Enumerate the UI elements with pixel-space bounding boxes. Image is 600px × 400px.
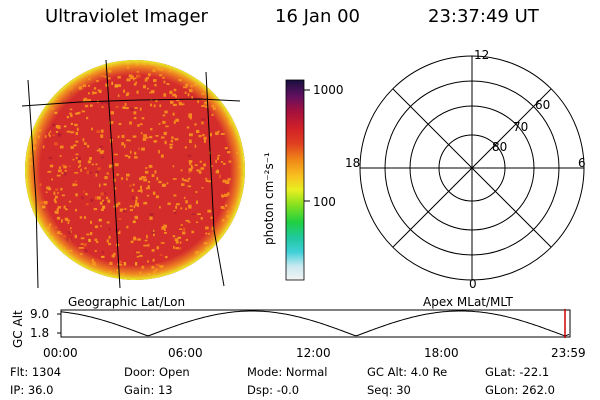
altitude-xtick: 00:00 [43, 346, 78, 360]
lat-label-70: 70 [513, 120, 529, 134]
gcalt-status: GC Alt: 4.0 Re [367, 365, 448, 379]
colorbar-tick-1000: 1000 [313, 83, 344, 97]
geographic-label: Geographic Lat/Lon [68, 295, 186, 309]
colorbar [285, 79, 310, 281]
seq-status: Seq: 30 [367, 383, 411, 397]
time-label: 23:37:49 UT [428, 6, 539, 27]
altitude-ylabel: GC Alt [11, 310, 25, 348]
altitude-xtick: 18:00 [424, 346, 459, 360]
flt-status: Flt: 1304 [10, 365, 62, 379]
altitude-xtick: 23:59 [551, 346, 586, 360]
uv-globe-image [25, 60, 245, 280]
dsp-status: Dsp: -0.0 [247, 383, 300, 397]
mlt-label-18: 18 [345, 156, 361, 170]
altitude-xtick: 06:00 [168, 346, 203, 360]
colorbar-tick-100: 100 [313, 195, 336, 209]
lat-label-80: 80 [492, 140, 508, 154]
app-title: Ultraviolet Imager [45, 6, 208, 27]
ip-status: IP: 36.0 [10, 383, 54, 397]
gain-status: Gain: 13 [124, 383, 173, 397]
glon-status: GLon: 262.0 [485, 383, 555, 397]
lat-label-60: 60 [535, 98, 551, 112]
glat-status: GLat: -22.1 [485, 365, 550, 379]
geographic-grid [21, 59, 241, 289]
mlt-label-12: 12 [474, 48, 490, 62]
mode-status: Mode: Normal [247, 365, 328, 379]
altitude-plot [57, 309, 571, 338]
mlt-label-6: 6 [578, 156, 586, 170]
mlt-label-0: 0 [469, 277, 477, 291]
altitude-ytick-1.8: 1.8 [30, 326, 50, 340]
colorbar-label: photon cm⁻²s⁻¹ [262, 152, 276, 245]
altitude-ytick-9: 9.0 [30, 307, 50, 321]
apex-label: Apex MLat/MLT [423, 295, 513, 309]
polar-plot [359, 55, 585, 281]
door-status: Door: Open [124, 365, 190, 379]
date-label: 16 Jan 00 [275, 6, 360, 27]
altitude-xtick: 12:00 [296, 346, 331, 360]
